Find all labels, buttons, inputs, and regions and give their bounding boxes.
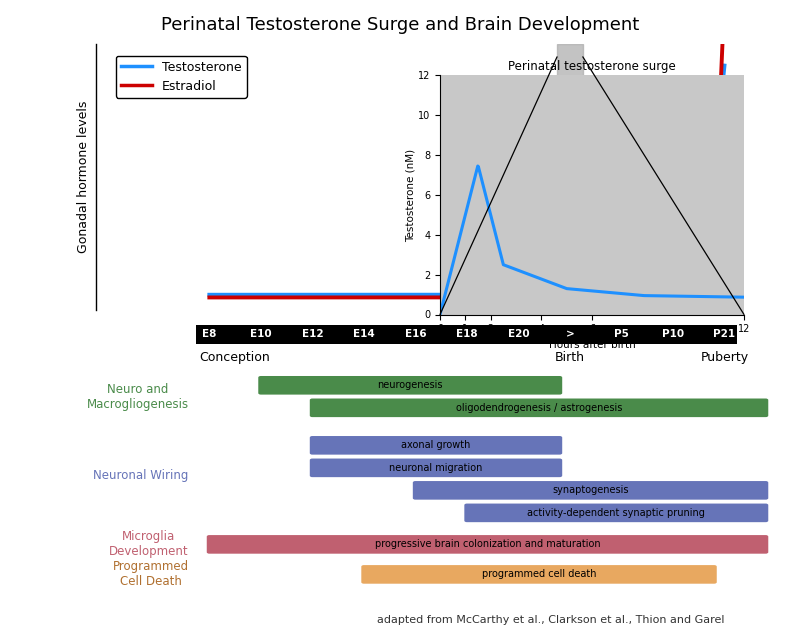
Text: neuronal migration: neuronal migration — [390, 463, 482, 473]
Text: adapted from McCarthy et al., Clarkson et al., Thion and Garel: adapted from McCarthy et al., Clarkson e… — [377, 615, 725, 625]
Text: E14: E14 — [353, 329, 374, 339]
Text: E8: E8 — [202, 329, 217, 339]
Title: Perinatal testosterone surge: Perinatal testosterone surge — [508, 60, 676, 73]
Text: P21: P21 — [714, 329, 735, 339]
Text: P5: P5 — [614, 329, 629, 339]
FancyBboxPatch shape — [413, 481, 768, 499]
FancyBboxPatch shape — [310, 436, 562, 455]
Text: Puberty: Puberty — [701, 351, 749, 364]
Text: E18: E18 — [456, 329, 478, 339]
Y-axis label: Gonadal hormone levels: Gonadal hormone levels — [78, 101, 90, 253]
Text: activity-dependent synaptic pruning: activity-dependent synaptic pruning — [527, 508, 706, 518]
Text: axonal growth: axonal growth — [402, 440, 470, 450]
Legend: Testosterone, Estradiol: Testosterone, Estradiol — [116, 55, 246, 98]
Y-axis label: Testosterone (nM): Testosterone (nM) — [405, 148, 415, 242]
Text: oligodendrogenesis / astrogenesis: oligodendrogenesis / astrogenesis — [456, 403, 622, 413]
Text: Microglia
Development: Microglia Development — [109, 530, 189, 559]
FancyBboxPatch shape — [206, 535, 768, 554]
Text: synaptogenesis: synaptogenesis — [552, 486, 629, 496]
Text: Birth: Birth — [555, 351, 585, 364]
Text: progressive brain colonization and maturation: progressive brain colonization and matur… — [374, 540, 600, 549]
Text: neurogenesis: neurogenesis — [378, 381, 443, 391]
Text: P10: P10 — [662, 329, 684, 339]
FancyBboxPatch shape — [258, 376, 562, 394]
Text: E20: E20 — [508, 329, 530, 339]
Text: E12: E12 — [302, 329, 323, 339]
Text: Neuronal Wiring: Neuronal Wiring — [94, 469, 189, 482]
X-axis label: Hours after birth: Hours after birth — [549, 340, 635, 350]
Text: Neuro and
Macrogliogenesis: Neuro and Macrogliogenesis — [86, 383, 189, 411]
FancyBboxPatch shape — [310, 459, 562, 477]
Bar — [197, 325, 738, 344]
Text: Perinatal Testosterone Surge and Brain Development: Perinatal Testosterone Surge and Brain D… — [161, 16, 639, 34]
Text: Conception: Conception — [200, 351, 270, 364]
FancyBboxPatch shape — [362, 565, 717, 584]
Text: E16: E16 — [405, 329, 426, 339]
FancyBboxPatch shape — [310, 399, 768, 417]
Text: programmed cell death: programmed cell death — [482, 569, 596, 579]
Text: E10: E10 — [250, 329, 272, 339]
FancyBboxPatch shape — [464, 504, 768, 522]
Bar — [557, 44, 583, 310]
Text: Programmed
Cell Death: Programmed Cell Death — [113, 560, 189, 588]
Text: >: > — [566, 329, 574, 339]
